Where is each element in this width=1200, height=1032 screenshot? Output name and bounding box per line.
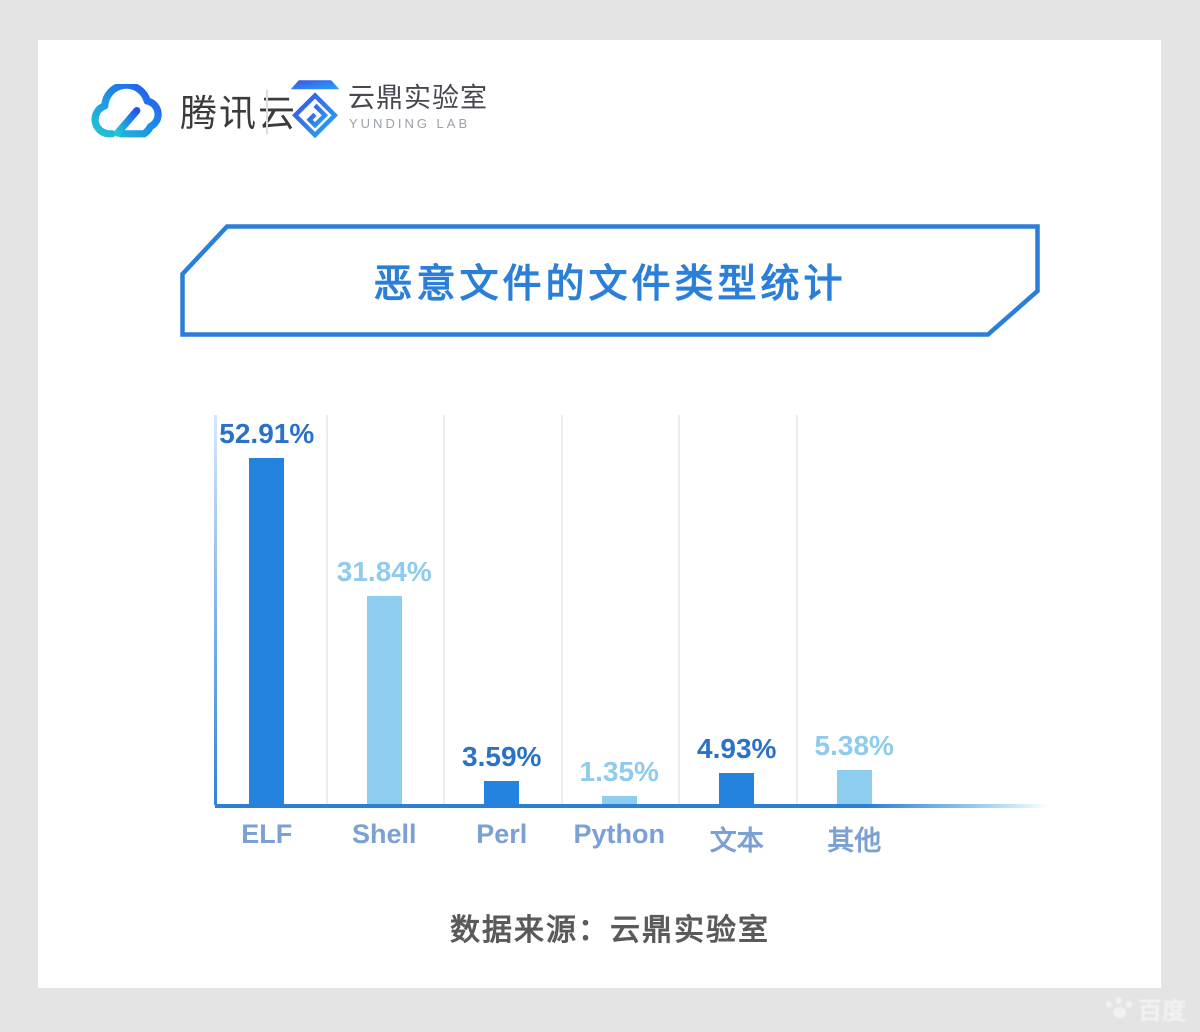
bar-value-label: 4.93% (697, 733, 777, 764)
bar-ELF (249, 458, 285, 805)
bar-value-label: 52.91% (219, 418, 315, 449)
bar-Shell (366, 596, 402, 805)
gridline (678, 415, 680, 805)
content-card: 腾讯云 云鼎实验室 YUNDING LAB (38, 40, 1161, 988)
yunding-lab-name-cn: 云鼎实验室 (348, 83, 488, 113)
gridline (325, 415, 328, 805)
bar-chart: 52.91% ELF 31.84% Shell 3.59% Perl 1.35% Python… (38, 40, 1161, 988)
bar-category-label: Shell (351, 819, 417, 849)
bar-value-label: 5.38% (814, 730, 894, 761)
title-banner: 恶意文件的文件类型统计 (180, 224, 1040, 337)
bar-category-label: 文本 (709, 826, 764, 856)
bar-value-label: 31.84% (336, 556, 432, 587)
gridline (560, 415, 563, 805)
x-axis-line (215, 804, 1050, 808)
bar-category-label: Python (573, 819, 666, 849)
data-source-text: 数据来源：云鼎实验室 (450, 914, 770, 947)
bar-value-label: 1.35% (579, 756, 659, 787)
y-axis-line (214, 415, 217, 805)
logo-divider (266, 90, 268, 134)
bar-category-label: ELF (241, 819, 293, 849)
title-banner-outline (180, 224, 1040, 337)
yunding-lab-icon (290, 80, 340, 139)
bar-其他 (836, 770, 872, 805)
yunding-lab-name-en: YUNDING LAB (349, 116, 471, 131)
tencent-cloud-wordmark: 腾讯云 (180, 93, 297, 134)
bar-value-label: 3.59% (462, 741, 542, 772)
bar-category-label: Perl (476, 819, 528, 849)
header: 腾讯云 云鼎实验室 YUNDING LAB (38, 40, 1161, 200)
watermark-text: 百度 (1138, 998, 1186, 1025)
bar-category-label: 其他 (827, 826, 882, 856)
chart-title: 恶意文件的文件类型统计 (373, 262, 847, 306)
tencent-cloud-icon (91, 84, 162, 138)
bar-Python (601, 796, 637, 805)
gridline (795, 415, 798, 805)
paw-icon (1106, 996, 1132, 1021)
bar-Perl (484, 781, 520, 805)
gridline (443, 415, 445, 805)
bar-文本 (719, 773, 755, 805)
watermark: 百度 (1106, 991, 1186, 1026)
